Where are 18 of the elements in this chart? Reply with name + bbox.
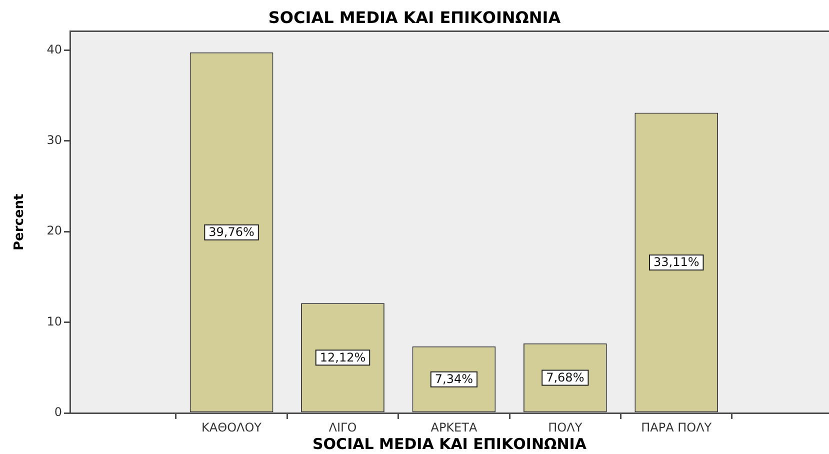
chart-title: SOCIAL MEDIA ΚΑΙ ΕΠΙΚΟΙΝΩΝΙΑ xyxy=(268,8,562,27)
y-axis-title: Percent xyxy=(12,194,28,250)
y-tick-label: 30 xyxy=(46,133,62,148)
y-tick-label: 20 xyxy=(46,224,62,238)
x-tick-label: ΠΑΡΑ ΠΟΛΥ xyxy=(641,420,712,434)
y-tick-label: 40 xyxy=(46,42,62,56)
data-label: 39,76% xyxy=(208,224,254,239)
x-tick-label: ΑΡΚΕΤΑ xyxy=(430,420,478,434)
data-label: 7,68% xyxy=(546,370,584,384)
data-label: 7,34% xyxy=(434,372,474,386)
data-label: 12,12% xyxy=(320,350,366,364)
x-tick-label: ΛΙΓΟ xyxy=(328,420,357,434)
x-tick-label: ΚΑΘΟΛΟΥ xyxy=(202,420,262,434)
data-label: 33,11% xyxy=(653,255,700,270)
x-axis-title: SOCIAL MEDIA ΚΑΙ ΕΠΙΚΟΙΝΩΝΙΑ xyxy=(312,434,587,453)
y-tick-label: 0 xyxy=(54,405,62,420)
y-tick-label: 10 xyxy=(46,314,62,328)
x-tick-label: ΠΟΛΥ xyxy=(548,420,583,434)
